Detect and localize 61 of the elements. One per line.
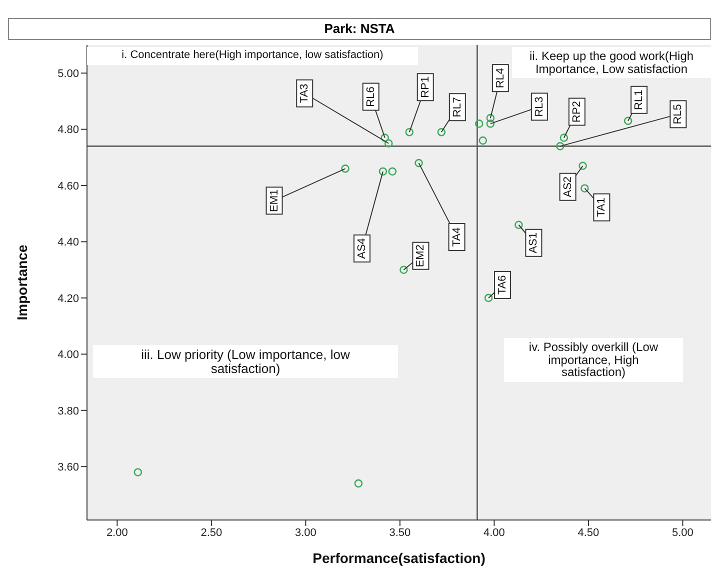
annotation: RL4 bbox=[494, 68, 506, 88]
point bbox=[384, 139, 393, 148]
point bbox=[341, 164, 350, 173]
annotation: AS2 bbox=[562, 176, 574, 198]
point bbox=[514, 220, 523, 230]
y-axis-title: Importance bbox=[14, 244, 30, 320]
annotation: RL7 bbox=[451, 97, 464, 118]
x-tick-label: 4.00 bbox=[483, 526, 505, 539]
x-tick-label: 3.50 bbox=[389, 526, 411, 539]
y-tick-label: 4.20 bbox=[58, 292, 79, 305]
annotation: RL3 bbox=[533, 96, 546, 117]
annotation: TA1 bbox=[596, 198, 608, 218]
point bbox=[414, 158, 423, 168]
point bbox=[624, 116, 632, 126]
x-tick-label: 3.00 bbox=[294, 526, 316, 539]
point bbox=[556, 142, 564, 150]
annotation: AS1 bbox=[528, 232, 540, 254]
y-tick-label: 4.40 bbox=[58, 236, 79, 249]
y-tick-label: 3.80 bbox=[58, 405, 79, 418]
annotation: RP2 bbox=[570, 101, 583, 122]
x-tick-label: 4.50 bbox=[578, 526, 600, 539]
point bbox=[380, 134, 390, 142]
text-panel: i. Concentrate here(High importance, low satisfaction) bbox=[87, 47, 418, 65]
point bbox=[486, 120, 495, 128]
point bbox=[388, 167, 397, 176]
point bbox=[478, 136, 488, 145]
point bbox=[580, 184, 589, 192]
y-tick-label: 5.00 bbox=[58, 68, 79, 80]
point bbox=[437, 128, 446, 136]
chart-title: Park: NSTA bbox=[8, 18, 711, 40]
y-tick-label: 4.80 bbox=[58, 124, 79, 136]
point bbox=[560, 134, 568, 142]
annotation: RL1 bbox=[633, 90, 646, 110]
point bbox=[578, 162, 587, 170]
annotation: TA6 bbox=[496, 275, 509, 295]
annotation: EM2 bbox=[414, 244, 427, 268]
x-tick-label: 5.00 bbox=[672, 526, 694, 539]
point bbox=[134, 468, 142, 476]
annotation: TA4 bbox=[450, 227, 463, 247]
point bbox=[400, 266, 408, 274]
annotation: TA3 bbox=[298, 84, 311, 104]
point bbox=[378, 167, 388, 176]
point bbox=[405, 128, 414, 136]
text-panel: iii. Low priority (Low importance, low satisfaction) bbox=[93, 345, 398, 378]
annotation: EM1 bbox=[268, 189, 280, 212]
text-panel: ii. Keep up the good work(High Importance, Low satisfaction bbox=[512, 47, 711, 78]
point bbox=[354, 479, 363, 488]
y-tick-label: 4.60 bbox=[58, 180, 79, 192]
point bbox=[484, 294, 493, 302]
text-panel: iv. Possibly overkill (Low importance, High satisfaction) bbox=[504, 338, 683, 382]
annotation: AS4 bbox=[356, 238, 368, 259]
x-tick-label: 2.00 bbox=[106, 526, 128, 539]
annotation: RL6 bbox=[364, 86, 377, 107]
y-tick-label: 4.00 bbox=[58, 349, 79, 362]
annotation: RL5 bbox=[672, 104, 684, 124]
x-tick-label: 2.50 bbox=[200, 526, 222, 539]
point bbox=[486, 114, 495, 122]
annotation: RP1 bbox=[419, 76, 432, 98]
x-axis-title: Performance(satisfaction) bbox=[312, 550, 486, 566]
y-tick-label: 3.60 bbox=[58, 462, 79, 474]
point bbox=[474, 120, 484, 128]
